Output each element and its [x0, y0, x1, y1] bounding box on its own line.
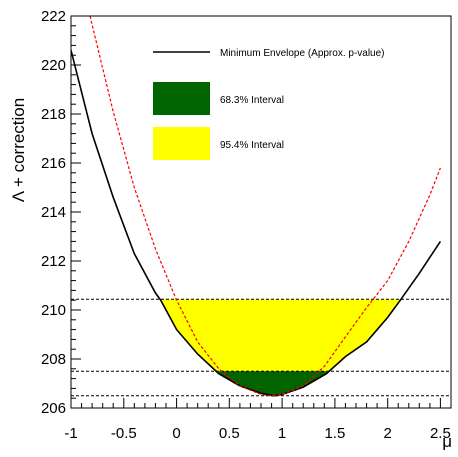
axis-tick-labels: -1 -0.5 0 0.5 1 1.5 2 2.5 206 208 210 212 214 216 218 2… — [41, 8, 451, 442]
interval-bands — [160, 299, 401, 396]
y-tick-label: 208 — [41, 351, 66, 368]
y-tick-label: 220 — [41, 57, 66, 74]
threshold-lines — [71, 298, 451, 397]
curves — [71, 16, 442, 397]
series-dashed-line — [89, 16, 441, 397]
legend-label: Minimum Envelope (Approx. p-value) — [220, 48, 385, 59]
x-tick-label: -0.5 — [111, 425, 137, 442]
y-tick-label: 206 — [41, 400, 66, 417]
legend-label: 68.3% Interval — [220, 95, 284, 106]
y-tick-label: 218 — [41, 106, 66, 123]
x-tick-label: -1 — [64, 425, 77, 442]
y-tick-label: 212 — [41, 253, 66, 270]
legend-box-swatch — [153, 127, 210, 160]
y-tick-label: 216 — [41, 155, 66, 172]
x-axis-title: μ — [442, 432, 452, 451]
y-tick-label: 210 — [41, 302, 66, 319]
x-tick-label: 2.5 — [430, 425, 451, 442]
series-envelope-line — [71, 50, 442, 397]
x-tick-label: 0 — [172, 425, 180, 442]
legend-box-swatch — [153, 82, 210, 115]
legend-label: 95.4% Interval — [220, 140, 284, 151]
y-tick-label: 222 — [41, 8, 66, 25]
x-tick-label: 0.5 — [219, 425, 240, 442]
y-tick-label: 214 — [41, 204, 66, 221]
x-tick-label: 1.5 — [324, 425, 345, 442]
x-tick-label: 1 — [278, 425, 286, 442]
legend: Minimum Envelope (Approx. p-value) 68.3% … — [153, 48, 385, 160]
x-tick-label: 2 — [384, 425, 392, 442]
band-1 — [218, 371, 327, 396]
y-axis-title: Λ + correction — [9, 98, 28, 202]
axis-ticks — [70, 15, 452, 409]
